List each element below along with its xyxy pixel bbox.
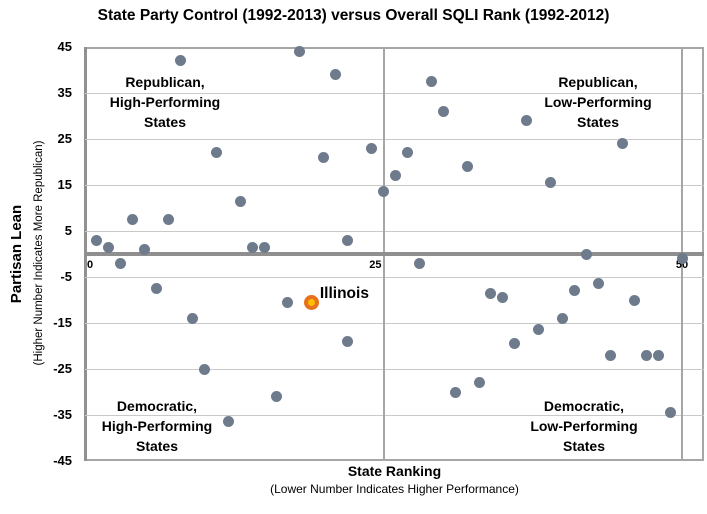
data-point [378, 186, 389, 198]
x-axis-title: State Ranking [347, 463, 442, 479]
data-point [389, 170, 401, 182]
gridline-horizontal [85, 138, 704, 140]
y-tick-label: 15 [57, 177, 72, 192]
quadrant-label-republican-low: Republican, Low-Performing States [488, 72, 707, 132]
data-point [246, 241, 258, 253]
gridline-horizontal [85, 184, 704, 186]
data-point [342, 234, 354, 246]
data-point [294, 46, 306, 58]
chart-title: State Party Control (1992-2013) versus O… [97, 7, 610, 24]
data-point [604, 349, 616, 361]
data-point [449, 386, 461, 398]
quadrant-label-line: Republican, [125, 74, 205, 90]
y-tick-label: -35 [53, 407, 72, 422]
quadrant-label-line: Low-Performing [530, 418, 638, 434]
gridline-horizontal [85, 276, 704, 278]
x-tick-label: 25 [369, 259, 382, 271]
plot-border-top [85, 47, 704, 49]
y-tick-label: 25 [57, 131, 72, 146]
data-point [461, 161, 473, 173]
data-point [115, 257, 127, 269]
data-point [557, 312, 569, 324]
data-point [234, 195, 246, 207]
y-axis-subtitle: (Higher Number Indicates More Republican… [33, 140, 45, 366]
y-axis-title: Partisan Lean [8, 204, 25, 304]
gridline-horizontal [85, 322, 704, 324]
quadrant-label-line: High-Performing [109, 94, 221, 110]
quadrant-label-line: Republican, [558, 74, 638, 90]
quadrant-label-line: Low-Performing [544, 94, 652, 110]
quadrant-label-line: States [562, 438, 606, 454]
data-point [533, 324, 545, 336]
y-tick-label: 45 [57, 39, 72, 54]
data-point [258, 241, 270, 253]
data-point [628, 294, 640, 306]
zero-axis-line [85, 252, 704, 256]
quadrant-label-line: Democratic, [116, 398, 198, 414]
y-tick-label: 5 [64, 223, 72, 238]
data-point [342, 335, 354, 347]
data-point [318, 151, 330, 163]
plot-area: Republican, High-Performing States Republi… [84, 46, 707, 461]
data-point [425, 76, 437, 87]
gridline-horizontal [85, 92, 704, 94]
data-point [664, 407, 676, 419]
data-point [640, 349, 652, 361]
gridline-horizontal [85, 368, 704, 370]
x-axis-subtitle: (Lower Number Indicates Higher Performan… [270, 482, 519, 496]
data-point [103, 241, 115, 253]
quadrant-label-republican-high: Republican, High-Performing States [55, 72, 275, 132]
quadrant-label-line: States [143, 114, 187, 130]
data-point [569, 285, 581, 297]
data-point [163, 214, 175, 225]
data-point [545, 177, 557, 189]
data-point [413, 257, 425, 269]
data-point [175, 55, 187, 67]
quadrant-label-line: States [576, 114, 620, 130]
data-point [139, 243, 151, 255]
highlight-point-illinois [304, 294, 320, 310]
data-point [330, 69, 342, 81]
data-point [366, 142, 378, 154]
quadrant-label-line: High-Performing [101, 418, 213, 434]
plot-border-bottom [85, 459, 704, 461]
data-point [270, 391, 282, 403]
quadrant-label-line: Democratic, [543, 398, 625, 414]
data-point [580, 248, 592, 260]
highlight-point-label: Illinois [319, 285, 369, 303]
data-point [473, 377, 485, 389]
data-point [198, 363, 210, 375]
quadrant-label-democratic-low: Democratic, Low-Performing States [474, 396, 694, 456]
data-point [676, 253, 688, 265]
data-point [509, 338, 521, 350]
data-point [616, 138, 628, 150]
y-tick-label: -5 [60, 269, 72, 284]
y-tick-label: -45 [53, 453, 72, 468]
data-point [210, 147, 222, 159]
data-point [652, 349, 664, 361]
data-point [401, 147, 413, 159]
gridline-horizontal [85, 230, 704, 232]
data-point [437, 105, 449, 117]
quadrant-label-line: States [135, 438, 179, 454]
y-tick-label: -15 [53, 315, 72, 330]
data-point [485, 287, 497, 299]
data-point [151, 283, 163, 294]
data-point [592, 278, 604, 290]
x-tick-label: 0 [87, 259, 94, 271]
data-point [222, 416, 234, 428]
data-point [127, 214, 139, 225]
data-point [497, 292, 509, 304]
y-tick-label: 35 [57, 85, 72, 100]
y-tick-label: -25 [53, 361, 72, 376]
data-point [91, 234, 103, 246]
data-point [521, 115, 533, 127]
data-point [282, 296, 294, 308]
gridline-horizontal [85, 414, 704, 416]
quadrant-label-democratic-high: Democratic, High-Performing States [47, 396, 267, 456]
data-point [186, 312, 198, 324]
